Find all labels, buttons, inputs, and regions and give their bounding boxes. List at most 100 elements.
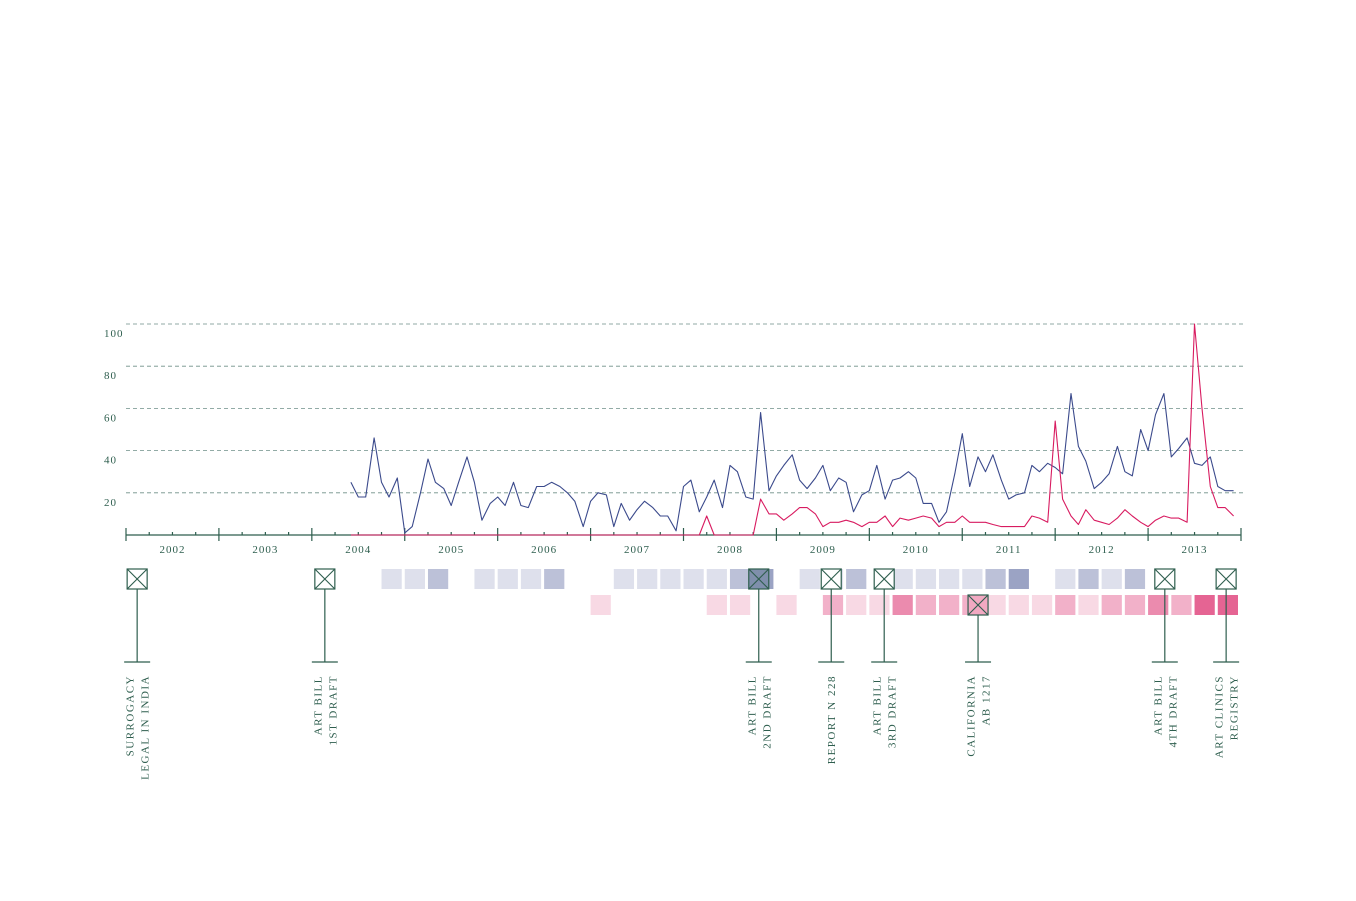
heat-cell — [497, 569, 518, 589]
heat-cell — [1078, 569, 1099, 589]
heat-cell — [1008, 595, 1029, 615]
event-label: REPORT N 228 — [826, 675, 838, 764]
event-label: ART BILL — [746, 675, 758, 735]
heat-cell — [1194, 595, 1215, 615]
x-tick-label: 2003 — [252, 544, 278, 556]
heat-cell — [1031, 595, 1053, 615]
heat-cell — [985, 569, 1006, 589]
heat-cell — [939, 569, 960, 589]
heat-cell — [985, 595, 1006, 615]
event-label: 4TH DRAFT — [1167, 675, 1179, 747]
event-cross — [748, 568, 770, 590]
heat-cell — [591, 569, 611, 589]
heat-cell — [800, 595, 820, 615]
heat-cell — [637, 595, 657, 615]
series-line — [350, 323, 1234, 536]
heat-cell — [939, 595, 960, 615]
heat-cell — [1171, 595, 1192, 615]
heat-cell — [822, 595, 844, 615]
heat-cell — [706, 595, 727, 615]
heat-cell — [474, 569, 495, 589]
event-cross — [1215, 568, 1237, 590]
heat-cell — [404, 569, 425, 589]
x-tick-label: 2013 — [1182, 544, 1208, 556]
heat-cell — [776, 595, 797, 615]
heat-cell — [846, 595, 867, 615]
heat-cell — [405, 595, 425, 615]
heat-cell — [567, 569, 587, 589]
heat-cell — [660, 595, 680, 615]
heat-cell — [915, 595, 937, 615]
heat-cell — [892, 595, 913, 615]
heat-cell — [706, 569, 727, 589]
heat-cell — [892, 569, 913, 589]
event-label: 2ND DRAFT — [761, 675, 773, 749]
x-tick-label: 2002 — [159, 544, 185, 556]
heat-cell — [382, 595, 402, 615]
x-tick-label: 2006 — [531, 544, 557, 556]
event-label: ART BILL — [312, 675, 324, 735]
y-tick-label: 40 — [104, 455, 117, 467]
event-label: LEGAL IN INDIA — [140, 675, 152, 780]
heat-cell — [590, 595, 611, 615]
heat-cell — [427, 569, 449, 589]
heat-cell — [544, 569, 565, 589]
x-tick-label: 2012 — [1089, 544, 1115, 556]
heat-cell — [753, 595, 773, 615]
heat-cell — [729, 595, 751, 615]
event-label: AB 1217 — [981, 675, 993, 726]
heat-cell — [1124, 569, 1146, 589]
heat-cell — [846, 569, 867, 589]
heat-cell — [962, 569, 983, 589]
event-cross — [967, 594, 989, 616]
heat-cell — [381, 569, 402, 589]
event-cross — [1154, 568, 1176, 590]
heat-cell — [520, 569, 542, 589]
y-tick-label: 20 — [104, 497, 117, 509]
heat-cell — [1148, 595, 1169, 615]
event-label: CALIFORNIA — [966, 675, 978, 757]
event-cross — [873, 568, 895, 590]
y-tick-label: 60 — [104, 412, 117, 424]
heat-cell — [1195, 569, 1215, 589]
heat-cell — [1124, 595, 1146, 615]
heat-cell — [1078, 595, 1099, 615]
heat-cell — [613, 569, 635, 589]
heat-cell — [729, 569, 751, 589]
event-cross — [126, 568, 148, 590]
event-label: 3RD DRAFT — [887, 675, 899, 748]
x-tick-label: 2007 — [624, 544, 650, 556]
heat-cell — [660, 569, 681, 589]
heat-cell — [521, 595, 541, 615]
heat-cell — [358, 595, 378, 615]
heat-cell — [684, 595, 704, 615]
x-tick-label: 2011 — [996, 544, 1022, 556]
event-cross — [314, 568, 336, 590]
heat-cell — [1101, 595, 1122, 615]
x-tick-label: 2005 — [438, 544, 464, 556]
y-tick-label: 80 — [104, 370, 117, 382]
event-label: SURROGACY — [125, 675, 137, 756]
heat-cell — [474, 595, 494, 615]
x-tick-label: 2008 — [717, 544, 743, 556]
heat-cell — [451, 569, 471, 589]
event-label: 1ST DRAFT — [327, 675, 339, 745]
heat-cell — [451, 595, 471, 615]
heat-cell — [544, 595, 564, 615]
heat-cell — [498, 595, 518, 615]
y-tick-label: 100 — [104, 328, 124, 340]
x-tick-label: 2010 — [903, 544, 929, 556]
event-label: REGISTRY — [1229, 675, 1241, 740]
heat-cell — [428, 595, 448, 615]
heat-cell — [358, 569, 378, 589]
event-label: ART CLINICS — [1214, 675, 1226, 758]
heat-cell — [1055, 595, 1076, 615]
heat-cell — [683, 569, 704, 589]
heat-cell — [869, 595, 890, 615]
heat-cell — [637, 569, 658, 589]
heat-cell — [1217, 595, 1238, 615]
heat-cell — [1032, 569, 1052, 589]
heat-cell — [567, 595, 587, 615]
heat-cell — [799, 569, 820, 589]
